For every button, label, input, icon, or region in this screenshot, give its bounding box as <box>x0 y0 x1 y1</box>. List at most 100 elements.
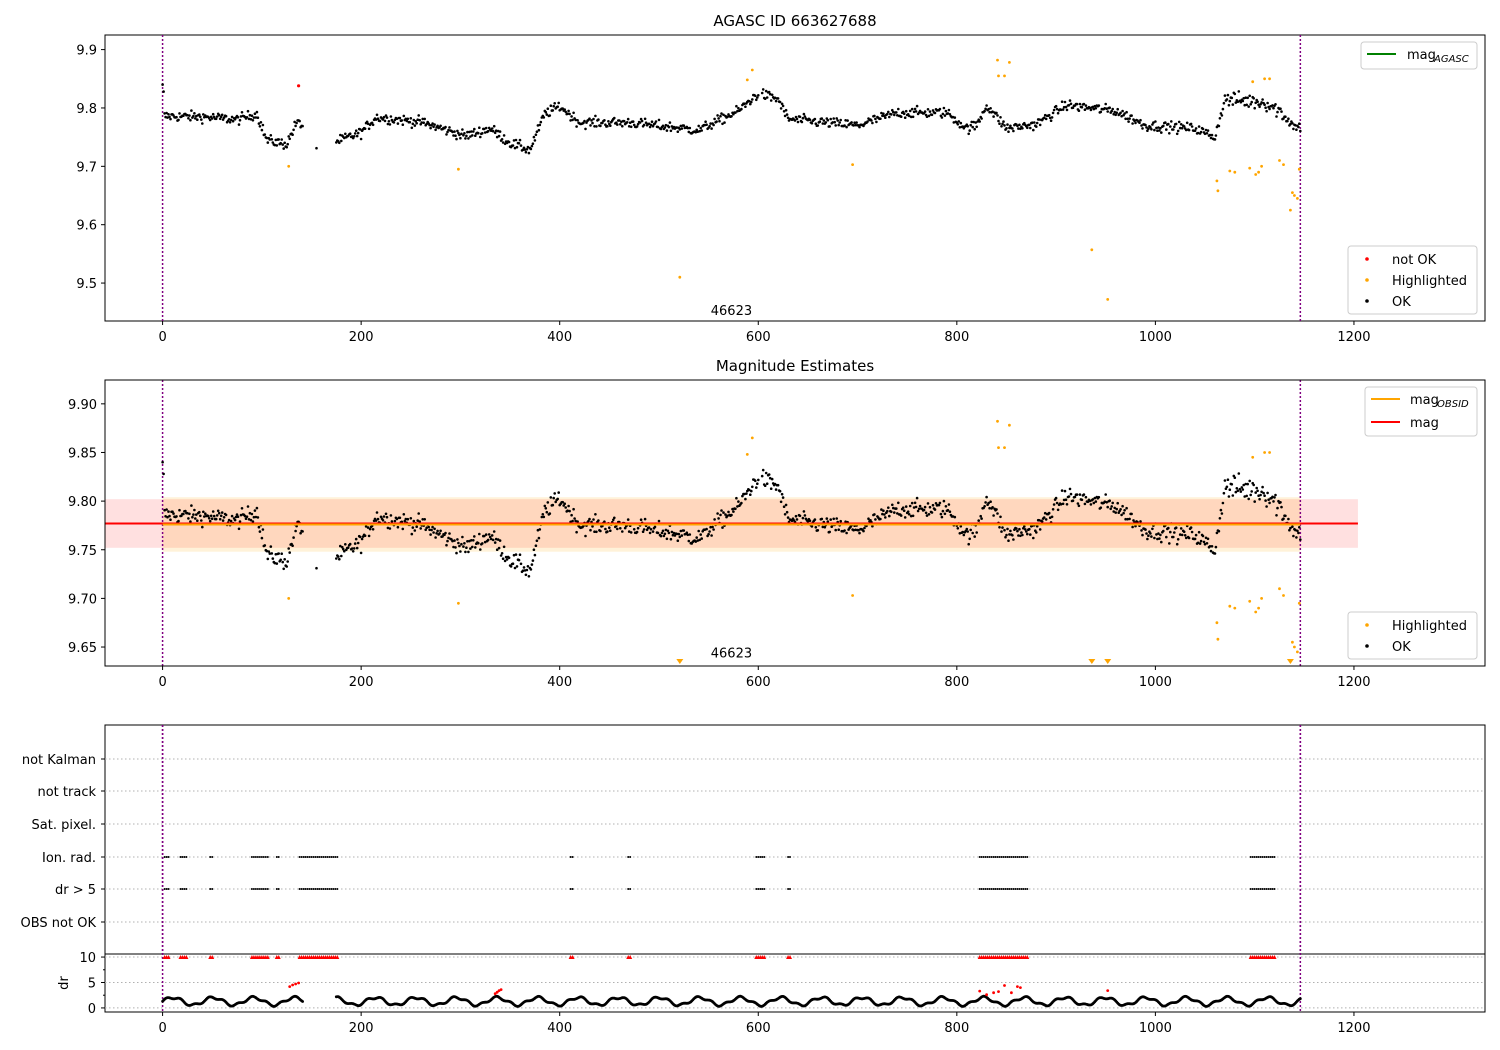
ok-point <box>1196 541 1200 545</box>
dr-gt-5-flag-point <box>1261 888 1264 890</box>
ok-point <box>364 525 368 528</box>
ok-point <box>236 515 240 518</box>
legend-marker <box>1365 257 1369 261</box>
legend-box <box>1360 41 1478 70</box>
ok-point <box>1049 119 1053 122</box>
ok-point <box>1261 98 1264 101</box>
dr-y-tick-label: 5 <box>88 976 96 991</box>
ok-point <box>891 108 894 112</box>
ok-point <box>942 499 946 503</box>
ok-point <box>211 510 215 513</box>
ok-point <box>189 520 192 523</box>
ok-point <box>1266 491 1269 495</box>
ok-point <box>1128 517 1131 521</box>
ion-rad-flag-point <box>310 856 313 858</box>
ok-point <box>537 128 541 132</box>
ok-point <box>635 125 639 128</box>
ok-point <box>1133 119 1136 122</box>
ok-point <box>572 111 575 115</box>
ok-point <box>1241 488 1245 491</box>
ok-point <box>656 125 660 129</box>
ok-point <box>886 112 889 116</box>
ok-point <box>651 530 655 533</box>
ok-point <box>254 515 258 519</box>
ok-point <box>344 543 347 546</box>
ok-point <box>1084 104 1088 107</box>
ok-point <box>914 505 918 509</box>
highlighted-point <box>997 74 1000 78</box>
highlighted-point <box>1291 191 1294 195</box>
ok-point <box>259 121 263 124</box>
ok-point <box>642 528 646 531</box>
ok-point <box>460 132 463 136</box>
ok-point <box>1220 512 1224 515</box>
ok-point <box>467 550 470 554</box>
ok-point <box>1042 116 1046 120</box>
ok-point <box>793 119 797 122</box>
ok-point <box>1007 130 1010 133</box>
ok-point <box>720 112 723 115</box>
ok-point <box>1162 124 1165 128</box>
ok-point <box>1044 518 1048 521</box>
ok-point <box>459 550 462 553</box>
ok-point <box>432 531 435 534</box>
ok-point <box>163 112 166 115</box>
ok-point <box>366 122 370 126</box>
ok-point <box>665 129 669 132</box>
ok-point <box>1157 532 1160 535</box>
ok-point <box>764 89 768 93</box>
ok-point <box>749 102 752 106</box>
x-tick-label: 200 <box>349 675 374 690</box>
ok-point <box>1094 500 1098 503</box>
ion-rad-flag-point <box>1008 856 1011 858</box>
ok-point <box>356 541 360 545</box>
ok-point <box>423 117 427 121</box>
ion-rad-flag-point <box>324 856 327 858</box>
ok-point <box>1035 121 1039 125</box>
ok-point <box>1054 496 1058 500</box>
x-tick-label: 800 <box>944 1021 969 1036</box>
dr-gt-5-flag-point <box>163 888 166 890</box>
ok-point <box>201 525 204 529</box>
ok-point <box>505 558 509 561</box>
ok-point <box>423 518 427 521</box>
ok-point <box>463 542 466 545</box>
ok-point <box>1029 126 1032 130</box>
ok-point <box>545 113 549 116</box>
ok-point <box>517 558 521 562</box>
ok-point <box>1279 107 1282 110</box>
ok-point <box>1082 102 1086 106</box>
ok-point <box>973 535 976 538</box>
ok-point <box>956 123 960 126</box>
ok-point <box>525 148 529 151</box>
ok-point <box>1202 540 1206 544</box>
ok-point <box>220 511 224 514</box>
ok-point <box>946 508 950 512</box>
ion-rad-flag-point <box>322 856 325 858</box>
highlighted-point <box>1254 610 1258 614</box>
ok-point <box>1083 502 1087 506</box>
ok-point <box>354 537 358 541</box>
ok-point <box>914 110 918 113</box>
ion-rad-flag-point <box>179 856 182 858</box>
dr-gt-5-flag-point <box>1257 888 1260 890</box>
legend-label: mag <box>1410 416 1439 431</box>
ok-point <box>763 484 767 488</box>
ok-point <box>716 512 719 515</box>
ok-point <box>930 511 934 514</box>
ok-point <box>342 547 345 551</box>
ok-point <box>363 534 367 537</box>
ok-point <box>764 471 768 475</box>
ok-point <box>301 530 304 533</box>
ok-point <box>294 124 297 128</box>
ok-point <box>504 555 508 559</box>
ok-point <box>969 528 972 532</box>
ok-point <box>256 516 260 519</box>
ok-point <box>561 500 564 504</box>
ok-point <box>696 130 699 133</box>
ok-point <box>570 513 573 517</box>
ok-point <box>1020 531 1023 534</box>
ok-point <box>999 515 1002 519</box>
ok-point <box>461 535 464 539</box>
ok-point <box>1051 508 1055 511</box>
